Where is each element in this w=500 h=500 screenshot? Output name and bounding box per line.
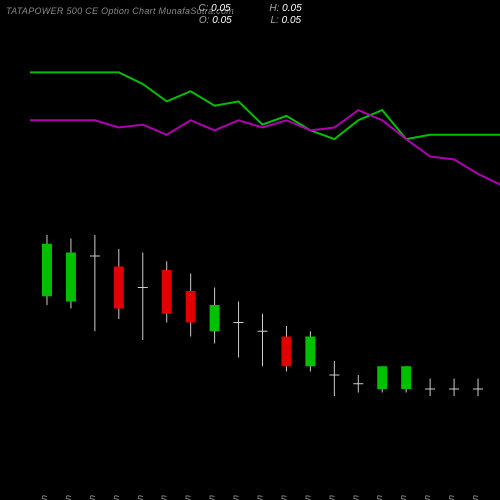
x-axis-label: 08 Jan (87, 495, 97, 500)
candle-body (162, 270, 172, 314)
candle-body (353, 383, 363, 384)
candle-body (473, 389, 483, 390)
x-axis-label: 14 Jan (183, 495, 193, 500)
candle-body (401, 366, 411, 389)
x-axis-label: 22 Jan (326, 495, 336, 500)
candle-body (449, 389, 459, 390)
x-axis-label: 07 Jan (63, 495, 73, 500)
x-axis-label: 21 Jan (302, 495, 312, 500)
x-axis-label: 15 Jan (207, 495, 217, 500)
o-label: O: (199, 15, 210, 26)
x-axis-label: 23 Jan (350, 495, 360, 500)
x-axis-label: 20 Jan (278, 495, 288, 500)
indicator-line (30, 72, 500, 139)
x-axis-label: 27 Jan (398, 495, 408, 500)
x-axis-label: 06 Jan (39, 495, 49, 500)
candle-body (210, 305, 220, 331)
h-value: 0.05 (282, 3, 301, 14)
l-value: 0.05 (282, 15, 301, 26)
candle-body (281, 337, 291, 367)
x-axis-label: 13 Jan (159, 495, 169, 500)
c-label: C: (198, 3, 208, 14)
candle-body (42, 244, 52, 297)
x-axis-label: 10 Jan (135, 495, 145, 500)
x-axis-label: 16 Jan (231, 495, 241, 500)
c-value: 0.05 (211, 3, 230, 14)
chart-canvas: 06 Jan 07 Jan 08 Jan 09 Jan 10 Jan 13 Jan 14 J… (0, 0, 500, 500)
candle-body (138, 287, 148, 288)
candle-body (425, 389, 435, 390)
candle-body (377, 366, 387, 389)
x-axis-label: 29 Jan (446, 495, 456, 500)
candle-body (305, 337, 315, 367)
candle-body (186, 291, 196, 323)
x-axis-label: 09 Jan (111, 495, 121, 500)
h-label: H: (269, 3, 279, 14)
x-axis-label: 30 Jan (470, 495, 480, 500)
candle-body (258, 331, 268, 332)
l-label: L: (271, 15, 279, 26)
ohlc-info: C: 0.05 H: 0.05 O: 0.05 L: 0.05 (0, 3, 500, 27)
candle-body (66, 253, 76, 302)
candle-body (114, 267, 124, 309)
candle-body (329, 375, 339, 376)
x-axis-label: 24 Jan (374, 495, 384, 500)
o-value: 0.05 (212, 15, 231, 26)
candle-body (90, 256, 100, 257)
x-axis-label: 28 Jan (422, 495, 432, 500)
candle-body (234, 322, 244, 323)
indicator-line (30, 110, 500, 185)
x-axis-label: 17 Jan (255, 495, 265, 500)
